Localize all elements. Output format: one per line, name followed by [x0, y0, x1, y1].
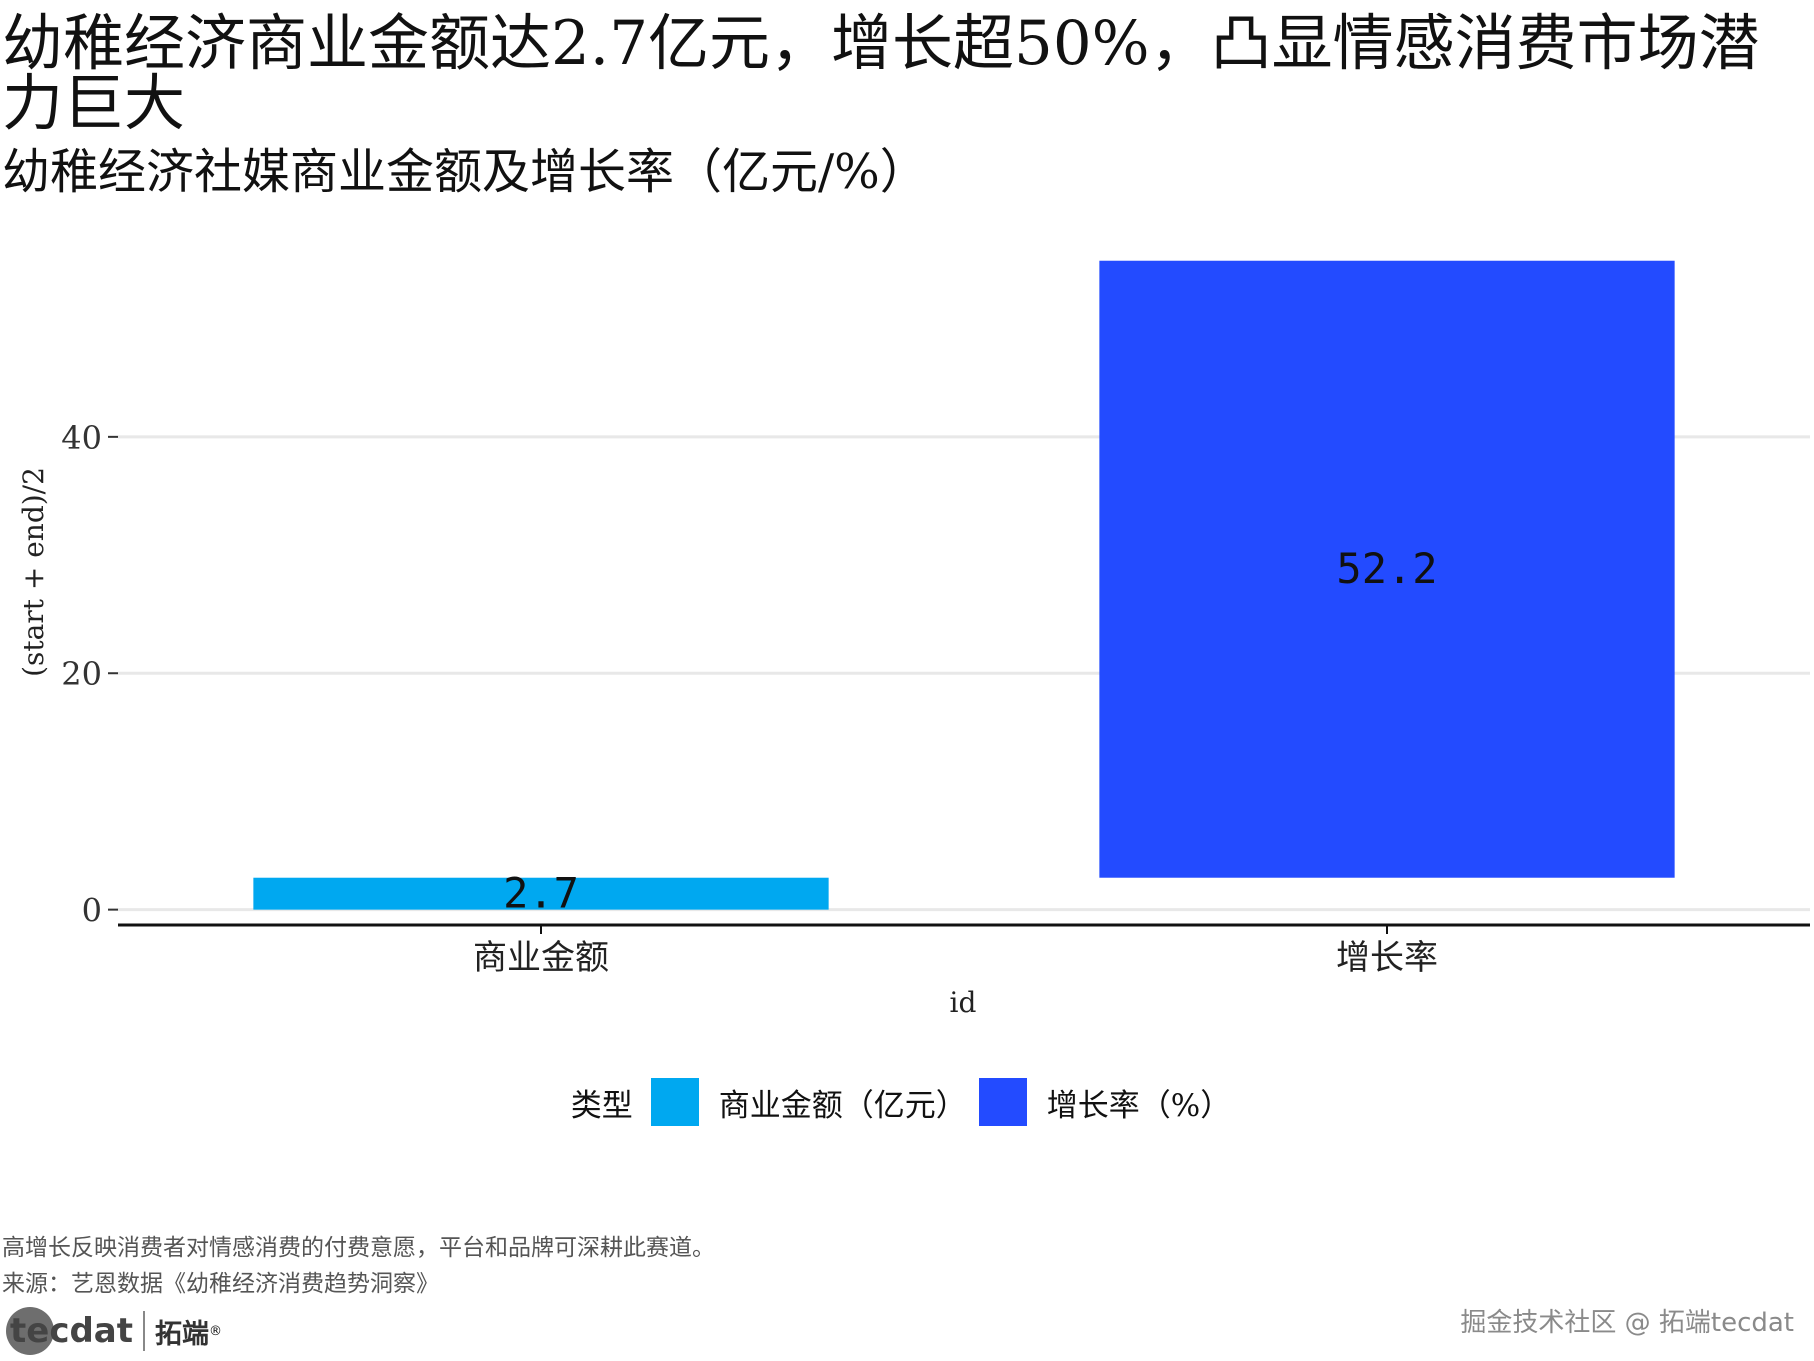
- x-axis-label: id: [950, 986, 977, 1019]
- brand-divider: [143, 1311, 146, 1351]
- chart-subtitle: 幼稚经济社媒商业金额及增长率（亿元/%）: [2, 144, 928, 200]
- data-label-增长率: 52.2: [1336, 544, 1437, 593]
- legend-label-amount: 商业金额（亿元）: [718, 1087, 967, 1124]
- x-tick-label-增长率: 增长率: [1336, 938, 1438, 978]
- registered-mark: ®: [209, 1323, 223, 1339]
- legend-swatch-growth: [978, 1078, 1027, 1126]
- x-tick-label-商业金额: 商业金额: [473, 938, 609, 978]
- logo-circle-icon: [6, 1307, 54, 1355]
- chart-title: 幼稚经济商业金额达2.7亿元，增长超50%，凸显情感消费市场潜力巨大: [2, 8, 1760, 139]
- bars: 2.7 52.2: [253, 260, 1675, 918]
- data-label-商业金额: 2.7: [503, 869, 579, 918]
- bar-商业金额: [253, 877, 829, 910]
- brand-logo-text: tecdat: [10, 1311, 134, 1351]
- brand-logo: tecdat 拓端 ®: [6, 1306, 222, 1356]
- y-tick-label-40: 40: [61, 419, 102, 457]
- caption: 高增长反映消费者对情感消费的付费意愿，平台和品牌可深耕此赛道。 来源：艺恩数据《…: [2, 1230, 715, 1302]
- y-tick-label-0: 0: [82, 892, 102, 930]
- caption-source: 来源：艺恩数据《幼稚经济消费趋势洞察》: [2, 1271, 439, 1297]
- bar-增长率: [1099, 260, 1675, 878]
- legend-title: 类型: [570, 1087, 633, 1124]
- brand-cn-name: 拓端: [155, 1318, 210, 1350]
- axes: 0 20 40 商业金额 增长率: [61, 419, 1810, 978]
- y-tick-label-20: 20: [61, 655, 102, 693]
- caption-note: 高增长反映消费者对情感消费的付费意愿，平台和品牌可深耕此赛道。: [2, 1235, 715, 1261]
- y-axis-label: (start + end)/2: [17, 467, 50, 677]
- legend: 类型 商业金额（亿元） 增长率（%）: [0, 1072, 1814, 1132]
- legend-swatch-amount: [650, 1078, 699, 1126]
- watermark: 掘金技术社区 @ 拓端tecdat: [1460, 1308, 1794, 1338]
- legend-label-growth: 增长率（%）: [1046, 1087, 1232, 1124]
